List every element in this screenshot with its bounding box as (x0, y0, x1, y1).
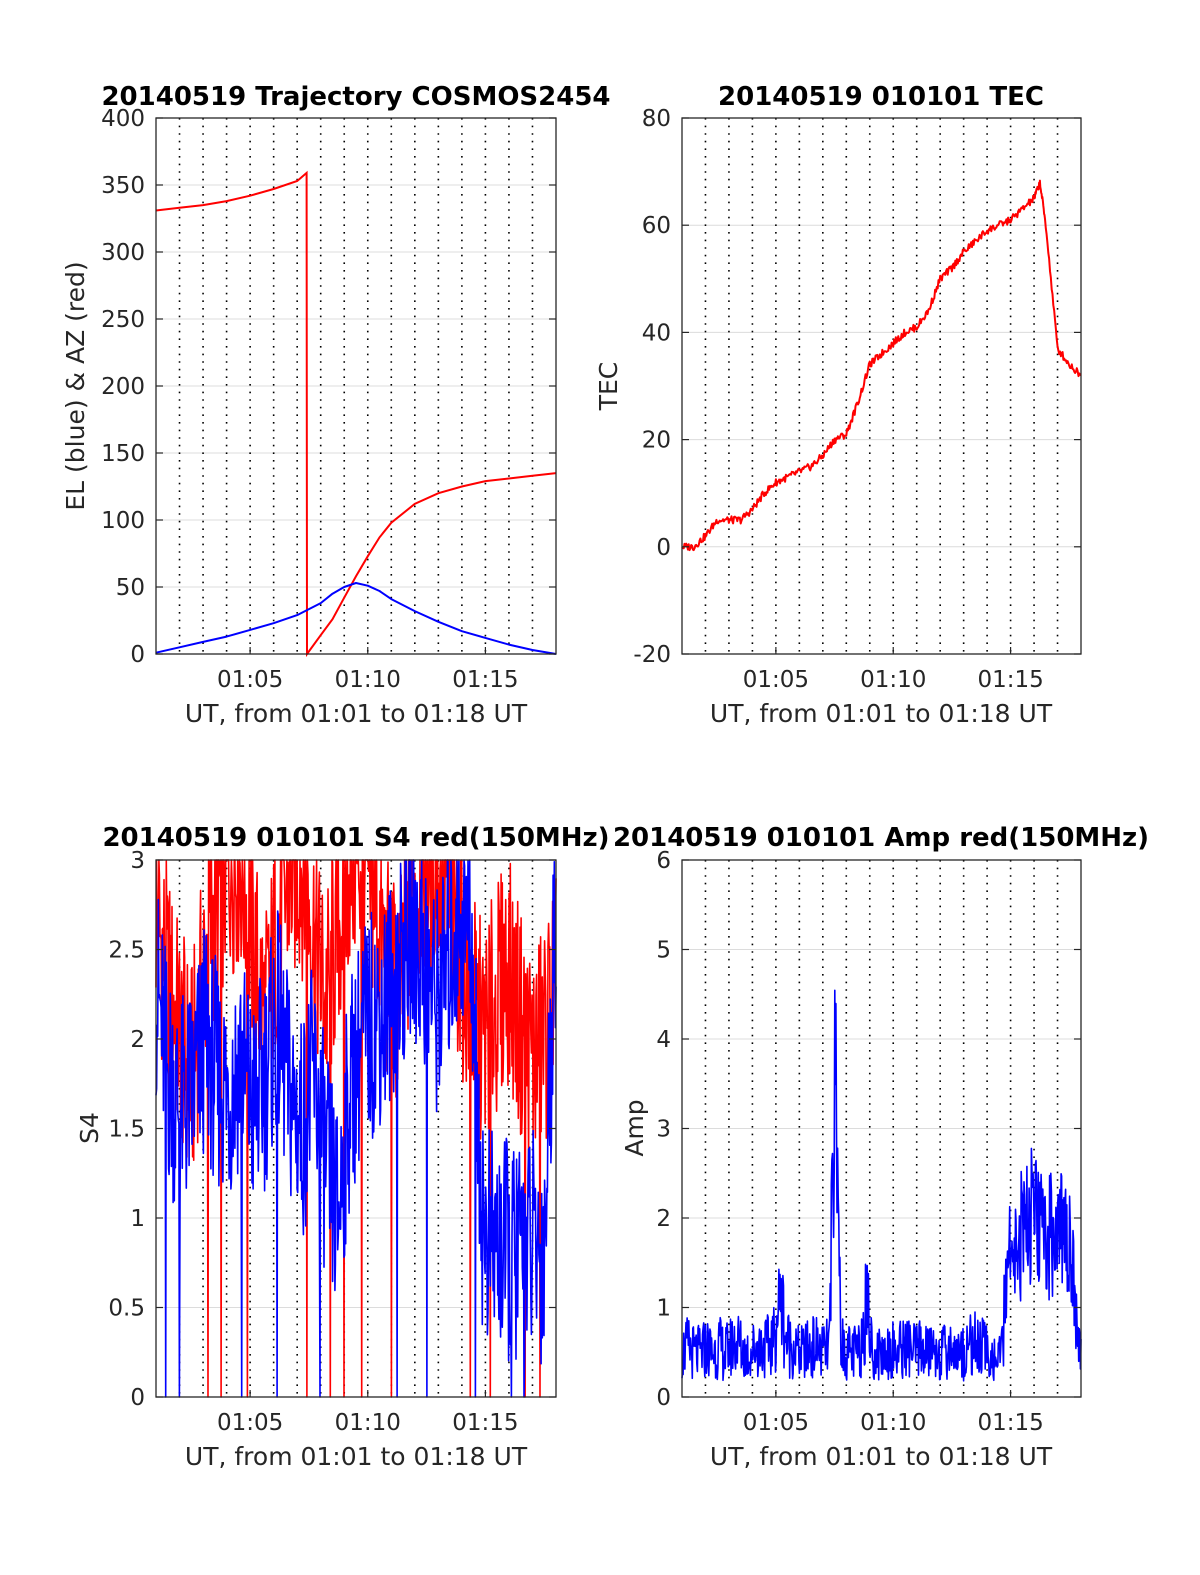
tec-plot-area (682, 118, 1081, 654)
s4-xtick-label: 01:15 (452, 1410, 518, 1436)
tec-xtick-label: 01:10 (860, 667, 926, 693)
tec-xtick-label: 01:05 (743, 667, 809, 693)
amp-ytick-label: 1 (656, 1296, 671, 1322)
trajectory-ytick-label: 250 (101, 307, 145, 333)
amp-xlabel: UT, from 01:01 to 01:18 UT (710, 1442, 1053, 1471)
amp-ytick-label: 0 (656, 1385, 671, 1411)
amp-ytick-label: 6 (656, 848, 671, 874)
tec-series-tec (681, 179, 1082, 552)
tec-ylabel: TEC (594, 362, 623, 412)
amp-xtick-label: 01:05 (743, 1410, 809, 1436)
trajectory-xtick-label: 01:15 (452, 667, 518, 693)
trajectory-ytick-label: 50 (116, 575, 145, 601)
amp-title: 20140519 010101 Amp red(150MHz) (613, 823, 1149, 853)
trajectory-xtick-label: 01:10 (335, 667, 401, 693)
trajectory-ytick-label: 400 (101, 106, 145, 132)
s4-panel: 0 0.5 1 1.5 2 2.5 3 01:05 01:10 01:15 20140519 01… (75, 823, 610, 1471)
trajectory-ytick-label: 350 (101, 173, 145, 199)
s4-ytick-label: 0.5 (108, 1296, 145, 1322)
s4-ylabel: S4 (75, 1112, 104, 1144)
tec-title: 20140519 010101 TEC (718, 82, 1044, 112)
s4-xtick-label: 01:05 (217, 1410, 283, 1436)
trajectory-title: 20140519 Trajectory COSMOS2454 (101, 82, 610, 112)
s4-ytick-label: 2 (130, 1027, 145, 1053)
trajectory-ylabel: EL (blue) & AZ (red) (61, 261, 90, 510)
s4-ytick-label: 2.5 (108, 938, 145, 964)
amp-ytick-label: 5 (656, 938, 671, 964)
s4-ytick-label: 3 (130, 848, 145, 874)
s4-ytick-label: 1 (130, 1206, 145, 1232)
trajectory-xtick-label: 01:05 (217, 667, 283, 693)
amp-xtick-label: 01:15 (977, 1410, 1043, 1436)
tec-xtick-label: 01:15 (977, 667, 1043, 693)
trajectory-ytick-label: 300 (101, 240, 145, 266)
amp-series-amp (681, 989, 1082, 1382)
tec-axes-box (681, 117, 1082, 655)
tec-ytick-label: 60 (642, 213, 671, 239)
s4-title: 20140519 010101 S4 red(150MHz) (102, 823, 609, 853)
trajectory-ytick-label: 150 (101, 441, 145, 467)
trajectory-ytick-label: 200 (101, 374, 145, 400)
amp-ytick-label: 3 (656, 1117, 671, 1143)
tec-ytick-label: 20 (642, 428, 671, 454)
amp-xtick-label: 01:10 (860, 1410, 926, 1436)
amp-panel: 0 1 2 3 4 5 6 01:05 01:10 01:15 20140519 010101 A… (613, 823, 1149, 1471)
tec-panel: -20 0 20 40 60 80 01:05 01:10 01:15 20140519 010… (594, 82, 1082, 728)
tec-ytick-label: 0 (656, 535, 671, 561)
trajectory-series-az (155, 170, 557, 658)
trajectory-series-el (155, 582, 557, 655)
s4-xtick-label: 01:10 (335, 1410, 401, 1436)
tec-ytick-label: 40 (642, 320, 671, 346)
s4-series-s4-blue (155, 859, 557, 1398)
amp-ytick-label: 4 (656, 1027, 671, 1053)
s4-ytick-label: 0 (130, 1385, 145, 1411)
tec-ytick-label: -20 (633, 642, 671, 668)
trajectory-ytick-label: 0 (130, 642, 145, 668)
trajectory-ytick-label: 100 (101, 508, 145, 534)
amp-ylabel: Amp (620, 1099, 649, 1156)
tec-xlabel: UT, from 01:01 to 01:18 UT (710, 699, 1053, 728)
amp-ytick-label: 2 (656, 1206, 671, 1232)
tec-ytick-label: 80 (642, 106, 671, 132)
s4-ytick-label: 1.5 (108, 1117, 145, 1143)
trajectory-xlabel: UT, from 01:01 to 01:18 UT (185, 699, 528, 728)
s4-xlabel: UT, from 01:01 to 01:18 UT (185, 1442, 528, 1471)
